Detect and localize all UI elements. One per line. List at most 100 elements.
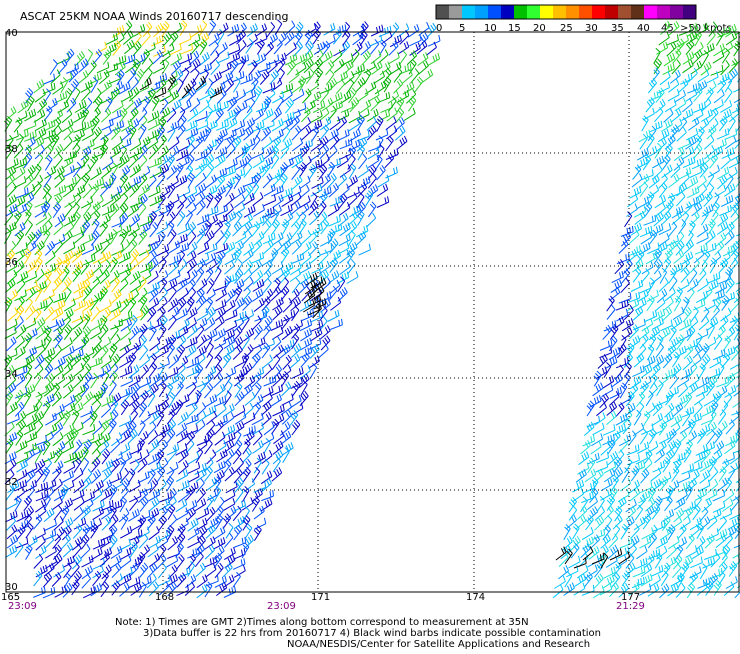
wind-barb [398,24,409,37]
wind-barb [386,149,398,160]
wind-barb [300,176,311,189]
wind-barb [27,96,34,111]
wind-barb [93,480,104,493]
wind-barb [243,250,253,263]
wind-barb [674,296,681,311]
wind-barb [5,174,14,188]
wind-barb [234,211,242,226]
wind-barb [65,195,76,208]
wind-barb [428,53,439,65]
wind-barb [359,244,371,255]
wind-barb [152,96,159,111]
wind-barb [90,327,101,340]
wind-barb [235,231,246,244]
wind-barb [243,439,250,454]
wind-barb [666,344,676,358]
wind-barb [583,482,595,493]
wind-barb [347,175,358,188]
color-swatch [501,5,515,19]
wind-barb [178,140,190,152]
wind-barb [148,489,159,501]
wind-barb [156,78,166,92]
wind-barb [675,346,686,358]
wind-barb [707,317,718,330]
wind-barb [148,111,159,123]
wind-barb [17,525,26,540]
wind-barb [82,555,94,567]
wind-barb [16,230,23,245]
wind-barb [82,477,92,491]
wind-barb [273,372,283,386]
wind-barb [264,375,276,386]
color-swatch [475,5,489,19]
wind-barb [235,392,244,406]
wind-barb [622,468,629,483]
wind-barb [267,60,277,74]
wind-barb [377,165,386,180]
wind-barb [660,320,672,331]
wind-barb [71,290,83,301]
wind-barb [138,510,150,521]
wind-barb [252,353,260,368]
wind-barb [281,240,291,254]
wind-barb [7,270,17,284]
wind-barb [215,185,226,198]
wind-barb [678,79,688,93]
wind-barb [256,101,268,112]
wind-barb [139,449,150,462]
wind-barb [74,300,86,311]
wind-barb [167,429,175,444]
wind-barb [634,353,644,367]
wind-barb [233,548,245,559]
wind-barb [683,60,694,73]
wind-barb [186,128,198,140]
wind-barb [656,536,667,548]
wind-barb [54,374,65,387]
wind-barb [271,394,282,407]
wind-barb [596,367,607,379]
wind-barb [217,52,229,63]
wind-barb [72,312,84,323]
wind-barb [121,400,128,415]
wind-barb [686,431,696,445]
wind-barb [25,220,32,235]
wind-barb [643,411,650,426]
wind-barb [629,480,639,493]
wind-barb [587,401,594,416]
wind-barb [166,476,173,491]
wind-barb [112,563,121,577]
wind-barb [55,214,65,227]
wind-barb [292,126,301,141]
wind-barb [204,139,216,150]
wind-barb [377,196,389,207]
wind-barb [181,60,192,73]
wind-barb [600,340,612,351]
wind-barb [35,499,46,512]
wind-barb [365,82,376,95]
wind-barb [215,230,224,245]
wind-barb [225,79,234,93]
wind-barb [680,73,692,84]
wind-barb [258,62,270,72]
wind-barb [671,317,682,330]
wind-barb [255,86,262,101]
wind-barb [35,241,45,255]
wind-barb [120,366,132,377]
wind-barb [72,580,80,595]
wind-barb [5,228,12,243]
wind-barb [170,100,181,113]
wind-barb [197,575,208,588]
wind-barb [5,279,15,293]
wind-barb [223,563,232,577]
wind-barb [635,211,645,224]
wind-barb [54,357,65,370]
wind-barb [62,506,69,521]
wind-barb [644,450,652,465]
wind-barb [150,195,162,206]
wind-barb [330,319,342,330]
wind-barb [710,154,718,169]
wind-barb [64,403,75,416]
wind-barb [62,109,72,123]
wind-barb [282,442,293,455]
wind-barb [674,497,685,510]
